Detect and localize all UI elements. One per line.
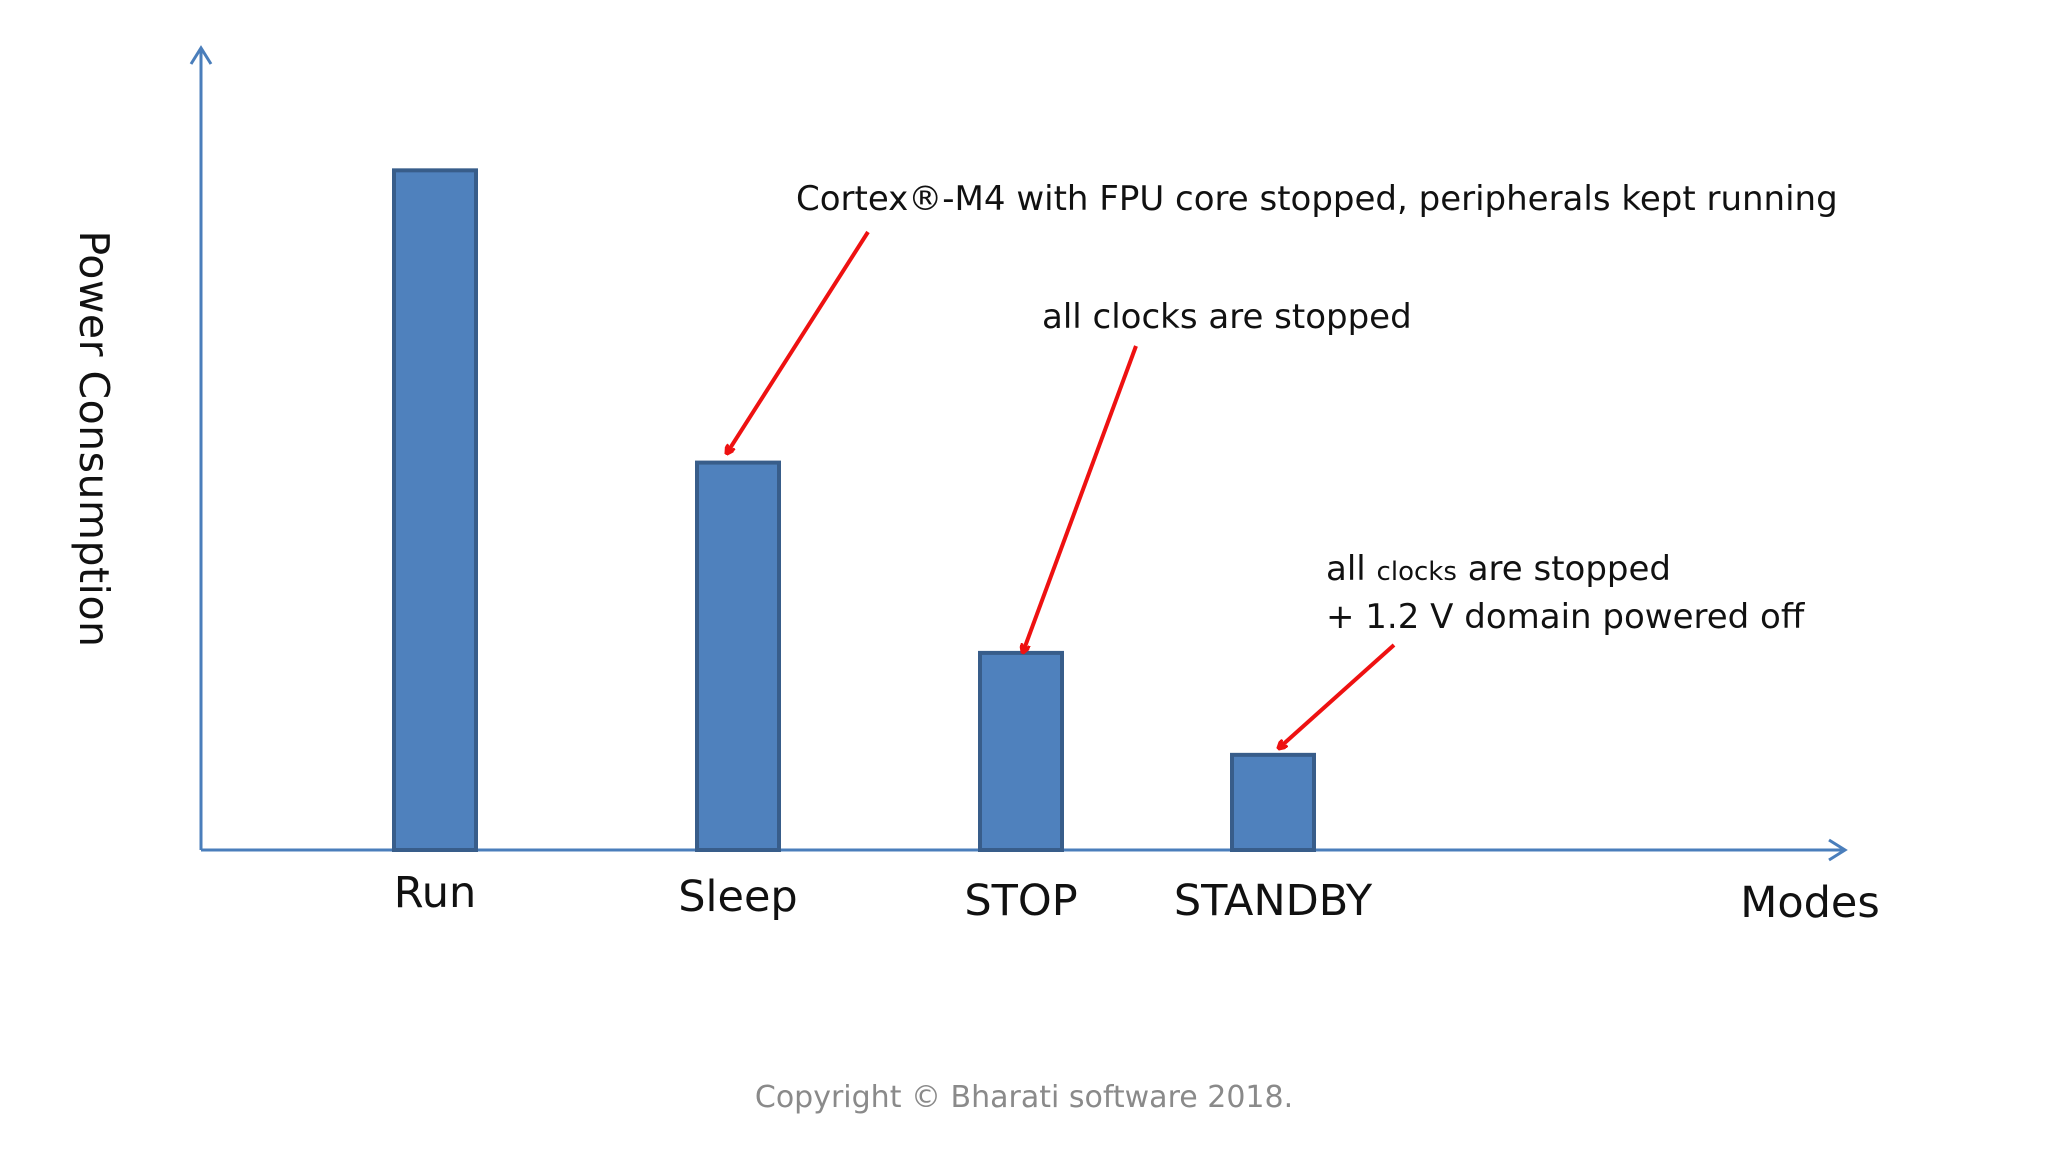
- annotation-standby-text-line2: + 1.2 V domain powered off: [1326, 597, 1806, 637]
- category-label-sleep: Sleep: [678, 872, 797, 922]
- y-axis-label: Power Consumption: [70, 230, 118, 648]
- annotation-standby-text-line1: all clocks are stopped: [1326, 549, 1671, 589]
- annotation-standby-arrow: [1279, 643, 1396, 748]
- category-label-standby: STANDBY: [1174, 876, 1373, 926]
- category-label-run: Run: [394, 868, 476, 918]
- annotation-sleep-arrow: [727, 230, 870, 453]
- annotation-standby: all clocks are stopped + 1.2 V domain po…: [1279, 549, 1806, 748]
- y-axis-arrowhead: [189, 45, 213, 65]
- annotation-standby-word-all: all: [1326, 549, 1366, 589]
- bar-stop: [978, 650, 1064, 853]
- annotation-stop-text: all clocks are stopped: [1042, 297, 1412, 337]
- bar-sleep: [695, 460, 781, 852]
- bars-group: [392, 168, 1316, 853]
- copyright-footer: Copyright © Bharati software 2018.: [754, 1080, 1294, 1115]
- annotation-sleep-text: Cortex®-M4 with FPU core stopped, periph…: [796, 179, 1838, 219]
- category-labels: Run Sleep STOP STANDBY: [394, 868, 1373, 926]
- annotation-stop-arrow: [1023, 345, 1138, 652]
- annotation-stop: all clocks are stopped: [1023, 297, 1412, 652]
- x-axis-arrowhead: [1828, 838, 1848, 862]
- annotation-standby-word-rest: are stopped: [1468, 549, 1671, 589]
- bar-run: [392, 168, 478, 852]
- bar-standby: [1230, 752, 1316, 853]
- x-axis-label: Modes: [1740, 878, 1880, 928]
- category-label-stop: STOP: [964, 876, 1077, 926]
- annotation-standby-word-clocks: clocks: [1377, 557, 1457, 587]
- annotation-sleep: Cortex®-M4 with FPU core stopped, periph…: [727, 179, 1838, 453]
